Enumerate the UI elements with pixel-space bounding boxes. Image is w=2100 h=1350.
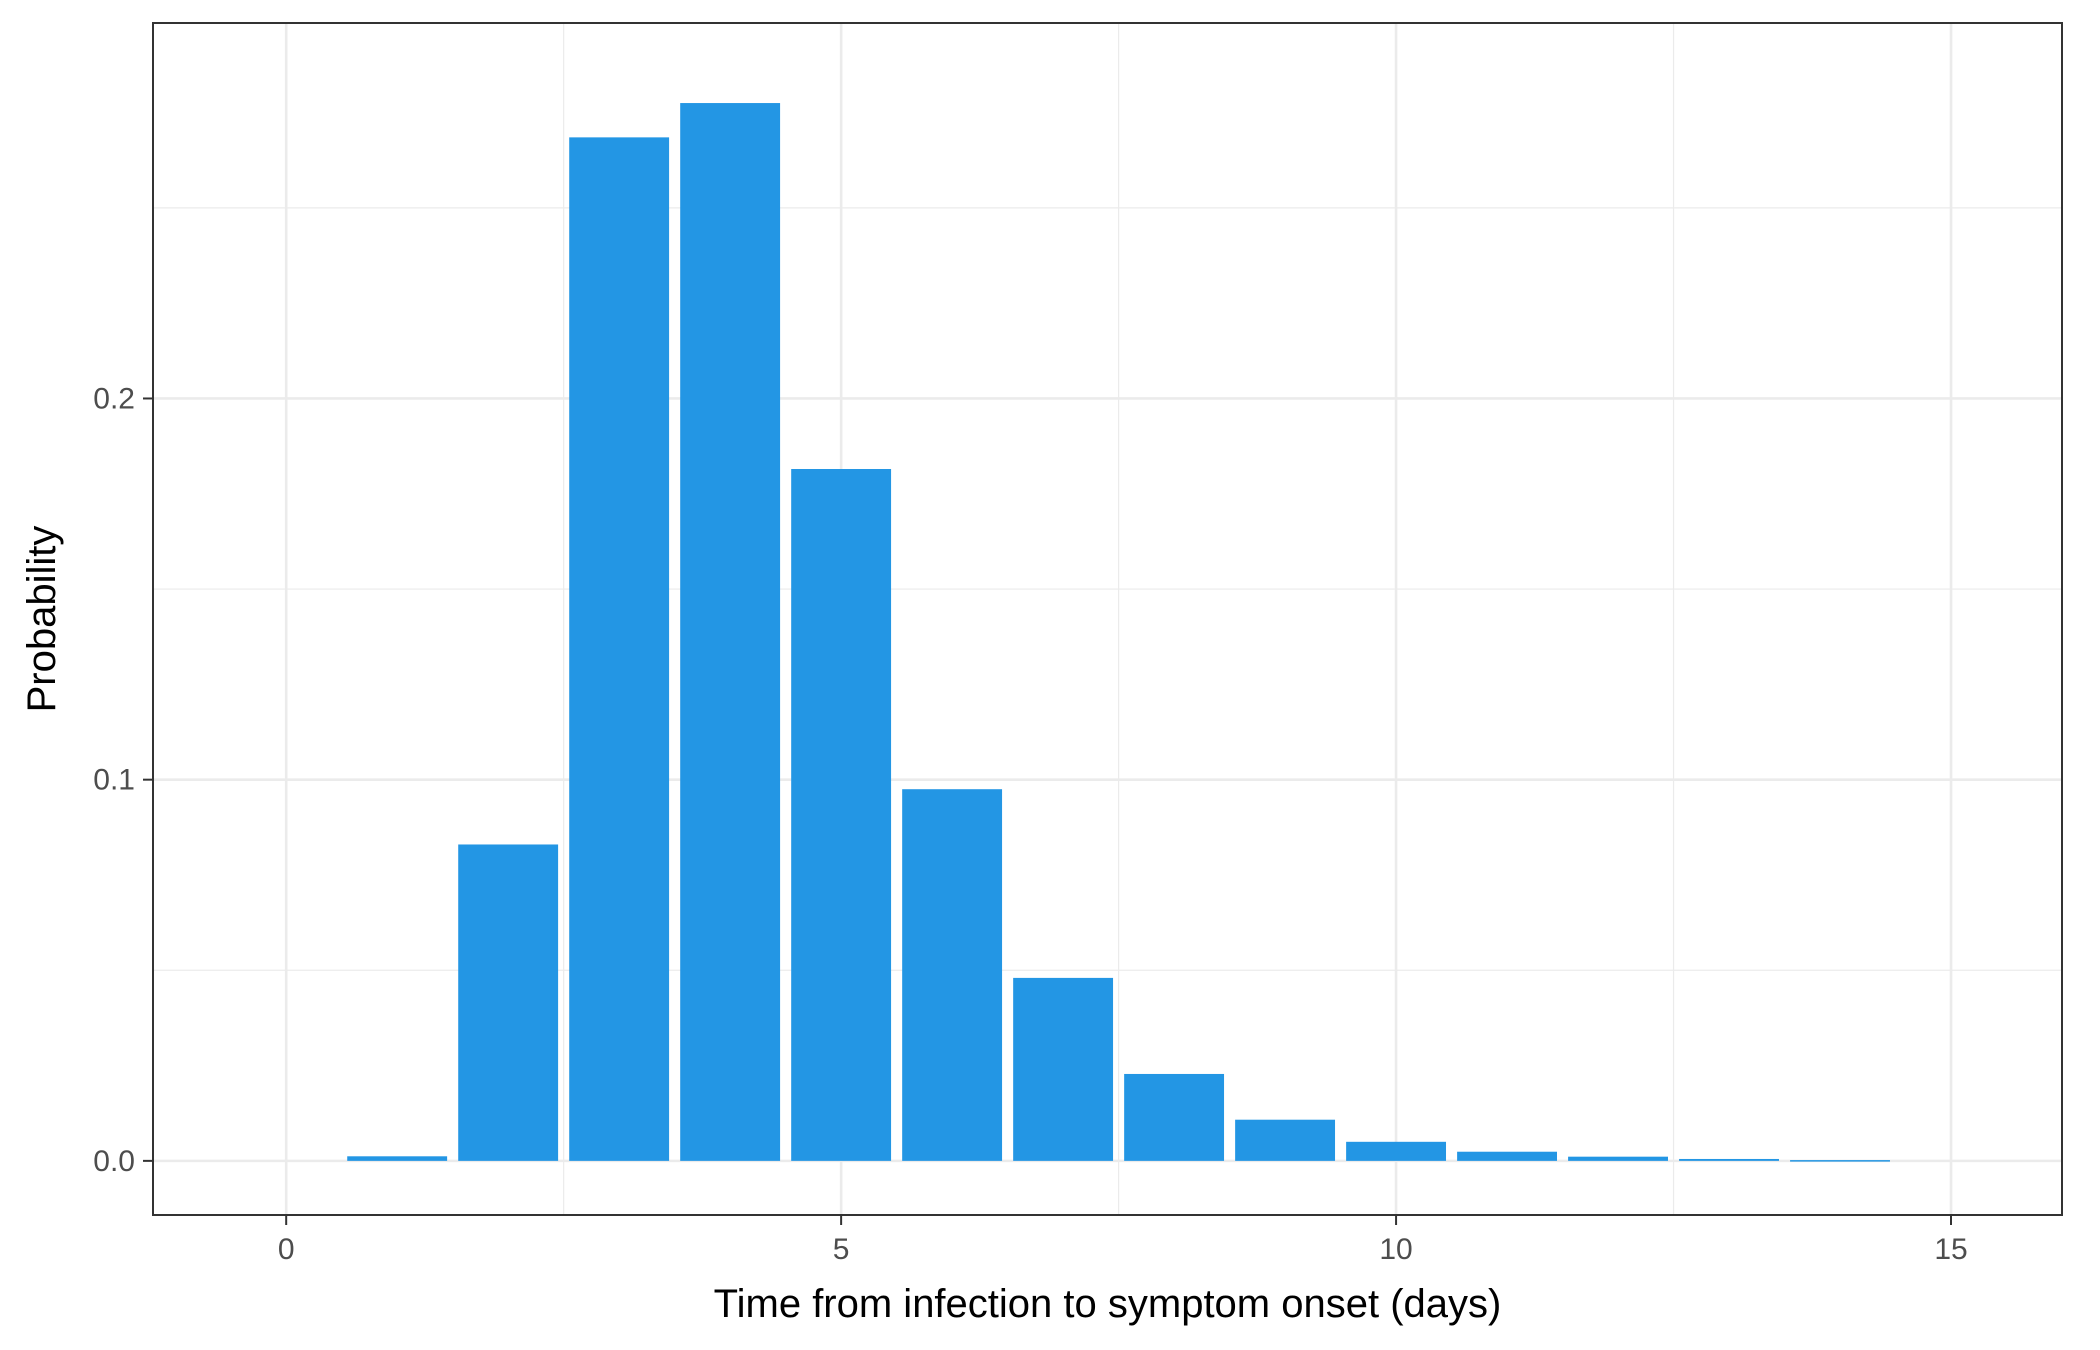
x-tick-label: 15 (1934, 1233, 1967, 1266)
bar-day-6 (902, 789, 1003, 1161)
bars (347, 103, 1890, 1162)
bar-day-9 (1235, 1119, 1336, 1161)
panel-border (152, 22, 2063, 1216)
bar-day-11 (1457, 1151, 1558, 1161)
x-tick-label: 5 (833, 1233, 850, 1266)
y-tick-label: 0.0 (93, 1145, 135, 1178)
y-tick-label: 0.2 (93, 382, 135, 415)
axis-ticks: 0 5 10 15 0.0 0.1 0.2 (93, 382, 1967, 1266)
bar-day-10 (1346, 1141, 1447, 1161)
y-tick-label: 0.1 (93, 764, 135, 797)
bar-day-3 (569, 137, 670, 1161)
bar-day-1 (347, 1156, 448, 1161)
x-tick-label: 10 (1379, 1233, 1412, 1266)
x-tick-label: 0 (278, 1233, 295, 1266)
bar-day-4 (680, 103, 781, 1161)
bar-day-2 (458, 844, 559, 1161)
x-axis-title: Time from infection to symptom onset (da… (714, 1282, 1502, 1326)
bar-day-8 (1124, 1073, 1225, 1161)
y-axis-title: Probability (20, 526, 64, 713)
bar-day-14 (1790, 1160, 1890, 1162)
bar-day-13 (1679, 1158, 1779, 1161)
bar-day-7 (1013, 977, 1114, 1161)
bar-day-12 (1568, 1156, 1668, 1161)
bar-day-5 (791, 468, 892, 1161)
